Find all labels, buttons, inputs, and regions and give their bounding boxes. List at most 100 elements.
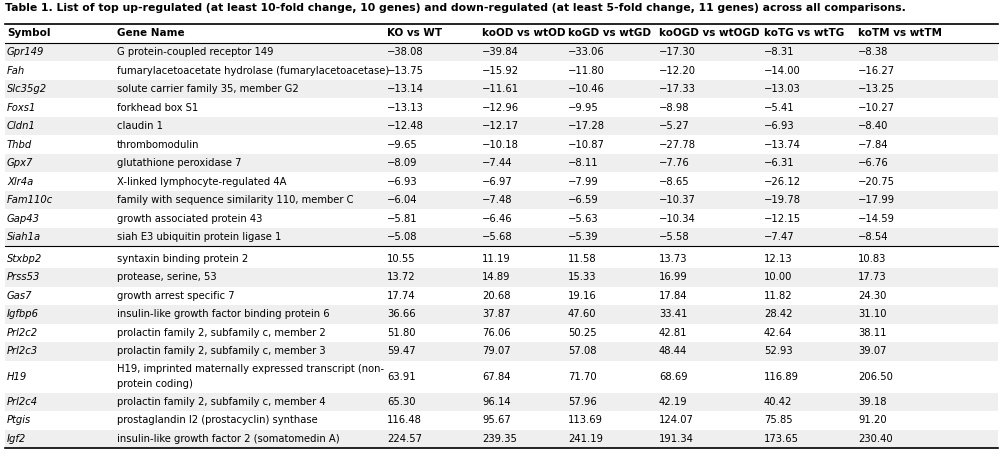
Text: growth arrest specific 7: growth arrest specific 7 [117, 291, 234, 301]
Text: −12.20: −12.20 [658, 66, 695, 76]
Text: 52.93: 52.93 [764, 346, 792, 356]
Text: 65.30: 65.30 [387, 397, 415, 407]
Text: −5.08: −5.08 [387, 232, 417, 242]
Text: 241.19: 241.19 [567, 434, 602, 444]
Text: −13.03: −13.03 [764, 84, 800, 94]
Text: −14.00: −14.00 [764, 66, 800, 76]
Text: 33.41: 33.41 [658, 309, 686, 319]
Text: −6.46: −6.46 [482, 214, 512, 224]
Text: insulin-like growth factor binding protein 6: insulin-like growth factor binding prote… [117, 309, 330, 319]
Text: 42.19: 42.19 [658, 397, 687, 407]
Text: −6.04: −6.04 [387, 195, 417, 205]
Text: −10.37: −10.37 [658, 195, 695, 205]
Text: prolactin family 2, subfamily c, member 3: prolactin family 2, subfamily c, member … [117, 346, 326, 356]
Text: fumarylacetoacetate hydrolase (fumarylacetoacetase): fumarylacetoacetate hydrolase (fumarylac… [117, 66, 389, 76]
Text: X-linked lymphocyte-regulated 4A: X-linked lymphocyte-regulated 4A [117, 177, 287, 187]
Text: −8.38: −8.38 [857, 47, 888, 57]
Text: −13.25: −13.25 [857, 84, 894, 94]
Text: −7.47: −7.47 [764, 232, 794, 242]
Text: −10.18: −10.18 [482, 140, 518, 150]
Text: Ptgis: Ptgis [7, 415, 31, 425]
Bar [5, 173, 997, 191]
Text: −7.76: −7.76 [658, 158, 689, 168]
Text: −8.54: −8.54 [857, 232, 888, 242]
Text: 239.35: 239.35 [482, 434, 516, 444]
Text: Gene Name: Gene Name [117, 28, 184, 39]
Text: Gpr149: Gpr149 [7, 47, 44, 57]
Text: 124.07: 124.07 [658, 415, 693, 425]
Bar [5, 305, 997, 324]
Text: −6.93: −6.93 [387, 177, 417, 187]
Text: 13.73: 13.73 [658, 254, 686, 264]
Text: Igf2: Igf2 [7, 434, 26, 444]
Text: −16.27: −16.27 [857, 66, 894, 76]
Text: 39.07: 39.07 [857, 346, 886, 356]
Bar [5, 392, 997, 411]
Bar [5, 80, 997, 99]
Text: 51.80: 51.80 [387, 328, 415, 338]
Text: −17.33: −17.33 [658, 84, 695, 94]
Text: growth associated protein 43: growth associated protein 43 [117, 214, 263, 224]
Text: −9.95: −9.95 [567, 103, 598, 113]
Text: 40.42: 40.42 [764, 397, 792, 407]
Text: −6.59: −6.59 [567, 195, 598, 205]
Text: Xlr4a: Xlr4a [7, 177, 33, 187]
Text: forkhead box S1: forkhead box S1 [117, 103, 198, 113]
Text: Fam110c: Fam110c [7, 195, 53, 205]
Text: 16.99: 16.99 [658, 272, 687, 282]
Text: 59.47: 59.47 [387, 346, 415, 356]
Text: −5.27: −5.27 [658, 121, 689, 131]
Text: −15.92: −15.92 [482, 66, 519, 76]
Text: −27.78: −27.78 [658, 140, 695, 150]
Text: 11.82: 11.82 [764, 291, 792, 301]
Bar [5, 24, 997, 43]
Text: glutathione peroxidase 7: glutathione peroxidase 7 [117, 158, 241, 168]
Text: 230.40: 230.40 [857, 434, 892, 444]
Text: −13.75: −13.75 [387, 66, 424, 76]
Text: Prss53: Prss53 [7, 272, 40, 282]
Text: 224.57: 224.57 [387, 434, 422, 444]
Text: −8.65: −8.65 [658, 177, 689, 187]
Bar [5, 210, 997, 228]
Text: Prl2c2: Prl2c2 [7, 328, 38, 338]
Text: koTG vs wtTG: koTG vs wtTG [764, 28, 844, 39]
Bar [5, 360, 997, 392]
Text: H19, imprinted maternally expressed transcript (non-: H19, imprinted maternally expressed tran… [117, 365, 384, 374]
Text: 10.83: 10.83 [857, 254, 886, 264]
Text: 36.66: 36.66 [387, 309, 415, 319]
Text: 20.68: 20.68 [482, 291, 510, 301]
Text: 17.84: 17.84 [658, 291, 686, 301]
Text: −12.96: −12.96 [482, 103, 519, 113]
Text: −12.15: −12.15 [764, 214, 801, 224]
Text: −5.58: −5.58 [658, 232, 689, 242]
Text: koOGD vs wtOGD: koOGD vs wtOGD [658, 28, 759, 39]
Text: −8.09: −8.09 [387, 158, 417, 168]
Text: −38.08: −38.08 [387, 47, 423, 57]
Text: −8.31: −8.31 [764, 47, 794, 57]
Bar [5, 61, 997, 80]
Text: −13.74: −13.74 [764, 140, 800, 150]
Text: −7.44: −7.44 [482, 158, 512, 168]
Text: −39.84: −39.84 [482, 47, 518, 57]
Text: prolactin family 2, subfamily c, member 2: prolactin family 2, subfamily c, member … [117, 328, 326, 338]
Text: Gap43: Gap43 [7, 214, 40, 224]
Text: 206.50: 206.50 [857, 372, 892, 381]
Text: 67.84: 67.84 [482, 372, 510, 381]
Bar [5, 411, 997, 430]
Text: 68.69: 68.69 [658, 372, 687, 381]
Text: 15.33: 15.33 [567, 272, 596, 282]
Text: −10.27: −10.27 [857, 103, 894, 113]
Text: 79.07: 79.07 [482, 346, 510, 356]
Text: −17.99: −17.99 [857, 195, 894, 205]
Text: 47.60: 47.60 [567, 309, 596, 319]
Bar [5, 324, 997, 342]
Text: KO vs WT: KO vs WT [387, 28, 442, 39]
Text: −11.61: −11.61 [482, 84, 519, 94]
Text: 116.48: 116.48 [387, 415, 422, 425]
Text: −10.87: −10.87 [567, 140, 604, 150]
Bar [5, 135, 997, 154]
Text: claudin 1: claudin 1 [117, 121, 163, 131]
Text: 42.64: 42.64 [764, 328, 792, 338]
Text: −11.80: −11.80 [567, 66, 604, 76]
Text: −12.17: −12.17 [482, 121, 519, 131]
